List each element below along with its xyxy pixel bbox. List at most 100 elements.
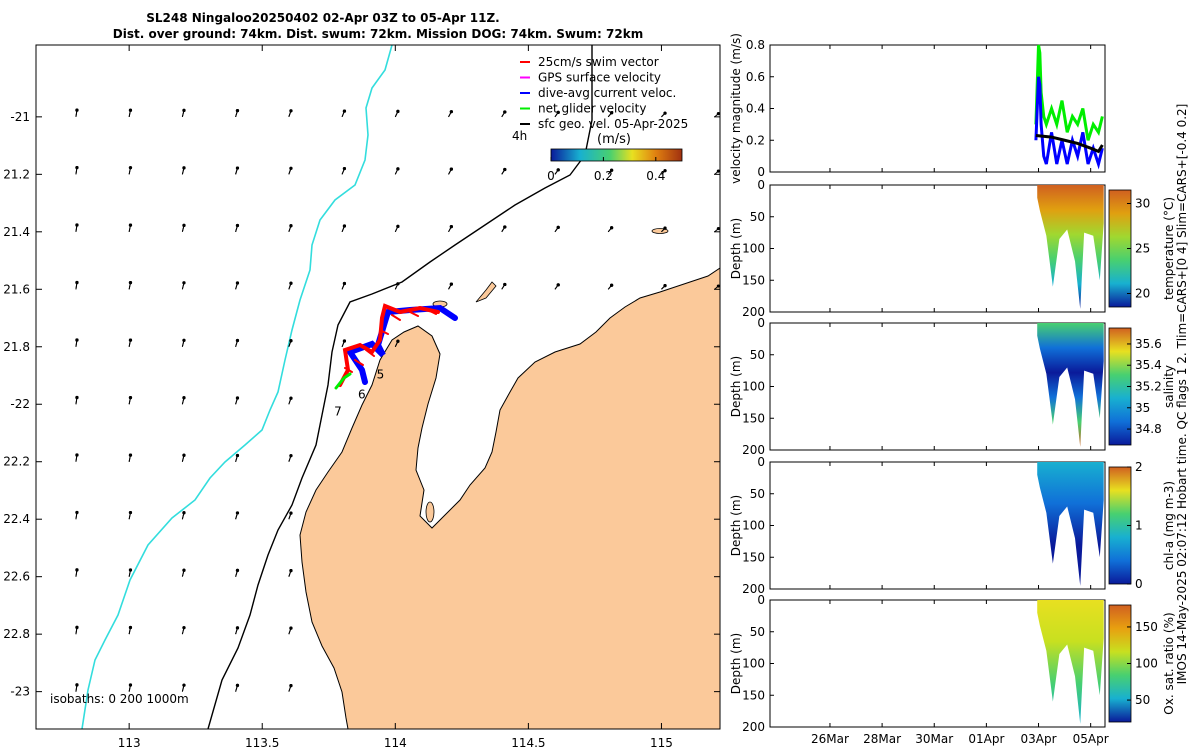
depth-tick-label: 150 bbox=[742, 411, 765, 425]
colorbar-label: temperature (°C) bbox=[1162, 197, 1176, 300]
depth-ylabel: Depth (m) bbox=[729, 633, 743, 694]
map-xtick-label: 113 bbox=[118, 736, 141, 750]
figure-title-line1: SL248 Ningaloo20250402 02-Apr 03Z to 05-… bbox=[146, 11, 499, 25]
colorbar-tick-label: 2 bbox=[1135, 460, 1143, 474]
map-ytick-label: 22.6 bbox=[3, 570, 30, 584]
legend-entry: net glider velocity bbox=[538, 102, 646, 116]
map-xtick-label: 114 bbox=[384, 736, 407, 750]
depth-ylabel: Depth (m) bbox=[729, 218, 743, 279]
depth-tick-label: 100 bbox=[742, 519, 765, 533]
map-ytick-label: -21 bbox=[10, 110, 30, 124]
map-ytick-label: -23 bbox=[10, 685, 30, 699]
panel-2: 0 50 100 150 200 Depth (m) 35.6 35.4 35.2 35 34.8s… bbox=[729, 316, 1176, 457]
depth-tick-label: 0 bbox=[757, 316, 765, 330]
depth-tick-label: 50 bbox=[750, 210, 765, 224]
velocity-ytick-label: 0.8 bbox=[746, 38, 765, 52]
panel-1: 0 50 100 150 200 Depth (m) 30 25 20 temperature (… bbox=[729, 178, 1176, 319]
depth-tick-label: 200 bbox=[742, 305, 765, 319]
colorbar-tick-label: 35 bbox=[1135, 401, 1150, 415]
track-day-label: 6 bbox=[358, 387, 366, 401]
colorbar-tick-label: 25 bbox=[1135, 242, 1150, 256]
colorbar-tick-label: 30 bbox=[1135, 197, 1150, 211]
profile-curtain bbox=[1037, 185, 1104, 309]
depth-tick-label: 50 bbox=[750, 487, 765, 501]
depth-tick-label: 50 bbox=[750, 625, 765, 639]
depth-tick-label: 100 bbox=[742, 242, 765, 256]
legend-entry: dive-avg current veloc. bbox=[538, 86, 676, 100]
depth-tick-label: 150 bbox=[742, 550, 765, 564]
map-ytick-label: 21.6 bbox=[3, 282, 30, 296]
time-tick-label: 28Mar bbox=[863, 732, 901, 746]
velocity-series-line bbox=[1034, 44, 1104, 141]
map-xtick-label: 115 bbox=[650, 736, 673, 750]
track-day-label: 5 bbox=[377, 367, 385, 381]
map-xtick-label: 113.5 bbox=[245, 736, 279, 750]
isobath-1000m bbox=[81, 45, 393, 729]
map-panel: 113 113.5 114 114.5 115 -21 21.2 21.4 21.6 21.8 -2… bbox=[3, 44, 721, 750]
velocity-ylabel: velocity magnitude (m/s) bbox=[729, 33, 743, 184]
time-tick-label: 30Mar bbox=[915, 732, 953, 746]
isobath-label: isobaths: 0 200 1000m bbox=[50, 692, 189, 706]
colorbar-tick-label: 100 bbox=[1135, 657, 1158, 671]
velocity-ytick-label: 0.2 bbox=[746, 133, 765, 147]
depth-tick-label: 0 bbox=[757, 178, 765, 192]
depth-tick-label: 200 bbox=[742, 443, 765, 457]
legend-entry: GPS surface velocity bbox=[538, 71, 661, 85]
geostrophic-vector-field bbox=[75, 108, 720, 692]
depth-tick-label: 0 bbox=[757, 593, 765, 607]
map-legend: 25cm/s swim vector GPS surface velocitydi… bbox=[520, 55, 688, 131]
profile-curtain bbox=[1037, 323, 1104, 447]
depth-tick-label: 100 bbox=[742, 657, 765, 671]
depth-tick-label: 200 bbox=[742, 720, 765, 734]
panel-3: 0 50 100 150 200 Depth (m) 2 1 0 chl-a (mg m-3) bbox=[729, 455, 1176, 596]
map-axes-frame bbox=[35, 44, 721, 730]
figure-title-line2: Dist. over ground: 74km. Dist. swum: 72k… bbox=[113, 27, 643, 41]
colorbar-tick-label: 0.4 bbox=[646, 169, 665, 183]
velocity-series-line bbox=[1035, 133, 1104, 154]
depth-ylabel: Depth (m) bbox=[729, 495, 743, 556]
colorbar-tick-label: 0 bbox=[547, 169, 555, 183]
colorbar-tick-label: 50 bbox=[1135, 693, 1150, 707]
time-tick-label: 26Mar bbox=[811, 732, 849, 746]
depth-ylabel: Depth (m) bbox=[729, 356, 743, 417]
depth-tick-label: 100 bbox=[742, 380, 765, 394]
time-tick-label: 05Apr bbox=[1073, 732, 1109, 746]
time-tick-label: 03Apr bbox=[1021, 732, 1057, 746]
legend-entry: 25cm/s swim vector bbox=[538, 55, 659, 69]
colorbar-tick-label: 35.6 bbox=[1135, 337, 1162, 351]
colorbar-label: Ox. sat. ratio (%) bbox=[1162, 612, 1176, 714]
map-ytick-label: 21.8 bbox=[3, 340, 30, 354]
colorbar-tick-label: 0.2 bbox=[594, 169, 613, 183]
age-label: 4h bbox=[512, 129, 527, 143]
map-ytick-label: 21.2 bbox=[3, 167, 30, 181]
depth-tick-label: 150 bbox=[742, 273, 765, 287]
colorbar-label: salinity bbox=[1162, 365, 1176, 408]
isobath-200m bbox=[207, 45, 593, 729]
map-ytick-label: 22.8 bbox=[3, 627, 30, 641]
depth-tick-label: 0 bbox=[757, 455, 765, 469]
depth-tick-label: 50 bbox=[750, 348, 765, 362]
colorbar-label: (m/s) bbox=[597, 132, 631, 147]
colorbar-tick-label: 1 bbox=[1135, 519, 1143, 533]
velocity-ytick-label: 0 bbox=[757, 165, 765, 179]
speed-colorbar bbox=[550, 148, 683, 162]
colorbar-tick-label: 35.4 bbox=[1135, 358, 1162, 372]
map-ytick-label: 21.4 bbox=[3, 225, 30, 239]
velocity-ytick-label: 0.4 bbox=[746, 102, 765, 116]
profile-curtain bbox=[1037, 462, 1104, 586]
islands bbox=[425, 228, 669, 523]
map-ytick-label: 22.4 bbox=[3, 512, 30, 526]
land bbox=[299, 267, 720, 729]
colorbar-tick-label: 34.8 bbox=[1135, 422, 1162, 436]
depth-tick-label: 150 bbox=[742, 688, 765, 702]
map-ytick-label: 22.2 bbox=[3, 455, 30, 469]
map-ytick-label: -22 bbox=[10, 397, 30, 411]
colorbar-tick-label: 20 bbox=[1135, 287, 1150, 301]
glider-track bbox=[334, 303, 458, 390]
colorbar-tick-label: 150 bbox=[1135, 620, 1158, 634]
track-day-label: 7 bbox=[334, 405, 342, 419]
depth-tick-label: 200 bbox=[742, 582, 765, 596]
map-xtick-label: 114.5 bbox=[511, 736, 545, 750]
